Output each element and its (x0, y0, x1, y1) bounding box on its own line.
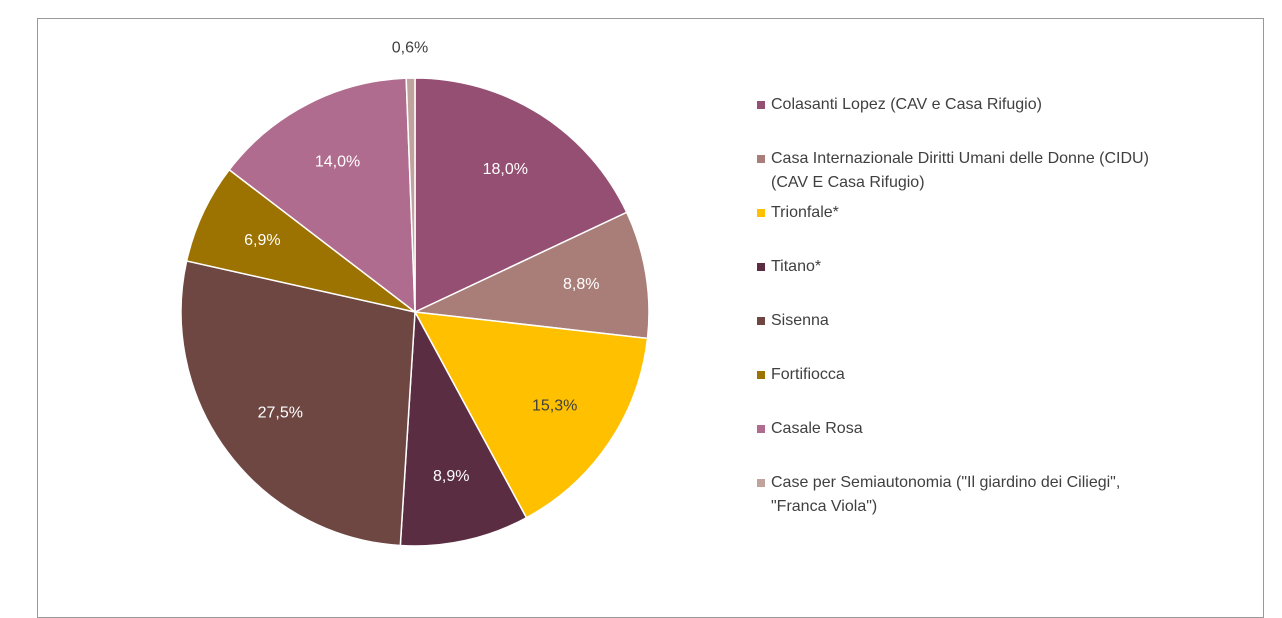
data-label: 18,0% (483, 161, 528, 178)
pie-slice (413, 311, 649, 519)
legend-entry: Fortifiocca (757, 363, 1157, 387)
legend-entry: Trionfale* (757, 201, 1157, 225)
legend-label: Case per Semiautonomia ("Il giardino dei… (771, 474, 1121, 515)
chart: 18,0% 8,8% 15,3% 8,9% 27,5% 6,9% 14,0% 0,6% (180, 39, 650, 547)
legend-swatch (757, 317, 765, 325)
data-label: 8,9% (433, 468, 469, 485)
legend-swatch (757, 479, 765, 487)
legend-label: Titano* (771, 258, 822, 275)
data-label: 0,6% (392, 39, 428, 56)
page: 18,0% 8,8% 15,3% 8,9% 27,5% 6,9% 14,0% 0,6% Col… (37, 18, 1264, 618)
legend-label: Sisenna (771, 312, 829, 329)
pie-slice (228, 77, 416, 314)
pie-slice (405, 77, 416, 313)
data-label: 27,5% (258, 404, 303, 421)
legend-swatch (757, 101, 765, 109)
legend-swatch (757, 155, 765, 163)
pie-slice (180, 260, 416, 547)
legend-swatch (757, 371, 765, 379)
legend-label: Fortifiocca (771, 366, 845, 383)
data-label: 14,0% (315, 154, 360, 171)
legend-entry: Colasanti Lopez (CAV e Casa Rifugio) (757, 93, 1157, 117)
legend-entry: Casa Internazionale Diritti Umani delle … (757, 147, 1157, 195)
legend-swatch (757, 425, 765, 433)
legend-swatch (757, 209, 765, 217)
legend-entry: Case per Semiautonomia ("Il giardino dei… (757, 471, 1157, 519)
pie-slice (399, 309, 528, 547)
data-label: 8,8% (563, 276, 599, 293)
legend-swatch (757, 263, 765, 271)
data-label: 15,3% (532, 397, 577, 414)
data-label: 6,9% (244, 232, 280, 249)
pie-slice (414, 77, 628, 314)
legend-entry: Sisenna (757, 309, 1157, 333)
legend-label: Casale Rosa (771, 420, 863, 437)
legend-label: Trionfale* (771, 204, 839, 221)
legend-entry: Casale Rosa (757, 417, 1157, 441)
legend-label: Colasanti Lopez (CAV e Casa Rifugio) (771, 96, 1042, 113)
legend-entry: Titano* (757, 255, 1157, 279)
legend-label: Casa Internazionale Diritti Umani delle … (771, 150, 1149, 191)
pie-slice (412, 211, 650, 340)
